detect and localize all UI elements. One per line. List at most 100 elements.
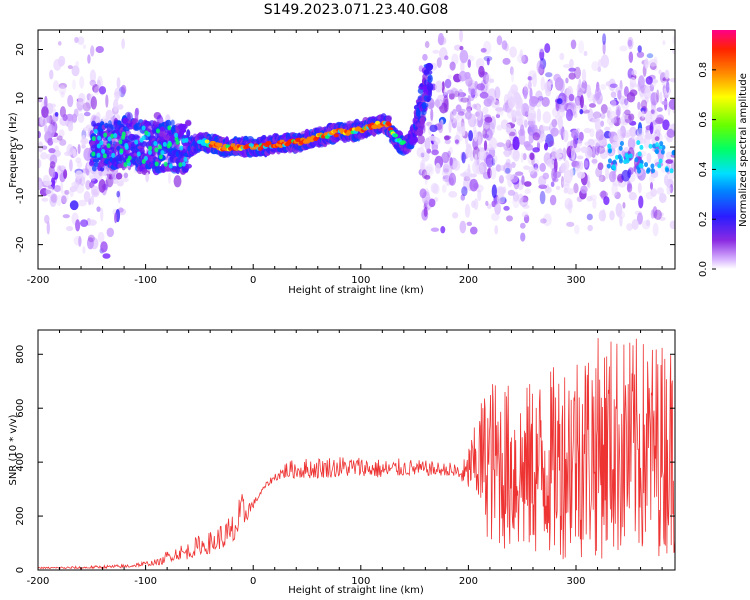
spectrogram-cell — [614, 191, 621, 200]
snr-x-tick-label: -200 — [27, 576, 50, 587]
spectrogram-cell — [618, 158, 623, 164]
spectrogram-cell — [123, 172, 129, 179]
spectrogram-cell — [523, 181, 532, 187]
spectrogram-cell — [602, 33, 607, 45]
spectrogram-cell — [669, 220, 675, 230]
spectrogram-cell — [656, 107, 663, 112]
spectrogram-cell — [581, 68, 587, 83]
spectrogram-cell — [428, 198, 436, 208]
spectrogram-cell — [612, 159, 617, 165]
snr-y-tick-label: 400 — [15, 453, 26, 472]
spectrogram-cell — [63, 168, 68, 179]
spectrogram-cell — [39, 114, 48, 128]
spectrogram-cell — [660, 149, 665, 155]
spectrogram-cell — [499, 107, 504, 116]
spectrogram-cell — [116, 190, 121, 198]
spectrogram-cell — [83, 191, 91, 203]
spectrogram-cell — [167, 172, 172, 185]
spectrogram-cell — [102, 153, 107, 159]
spectrogram-cell — [568, 93, 575, 102]
spectrogram-cell — [502, 57, 511, 65]
spectrogram-cell — [134, 139, 139, 145]
spectrogram-cell — [583, 50, 588, 57]
spectrogram-cell — [60, 181, 64, 194]
spectrogram-cell — [56, 194, 62, 207]
spectrogram-cell — [116, 180, 124, 187]
spectrogram-cell — [631, 219, 639, 230]
spectrogram-cell — [58, 41, 62, 46]
spectrogram-cell — [666, 128, 675, 138]
spectrogram-cell — [449, 111, 454, 123]
spectrogram-cell — [54, 111, 59, 117]
spectrogram-cell — [662, 40, 666, 46]
spectrogram-cell — [452, 108, 457, 116]
spectrogram-cell — [474, 153, 478, 168]
spectrogram-cell — [612, 180, 622, 187]
spectrogram-cell — [542, 111, 551, 124]
spectrogram-x-tick-label: 0 — [250, 275, 256, 286]
spectrogram-cell — [47, 124, 56, 138]
spectrogram-cell — [101, 148, 106, 154]
spectrogram-cell — [56, 164, 62, 176]
snr-x-tick-label: 0 — [250, 576, 256, 587]
spectrogram-cell — [477, 135, 482, 150]
spectrogram-cell — [571, 160, 580, 168]
spectrogram-cell — [173, 175, 182, 188]
spectrogram-cell — [49, 103, 57, 108]
spectrogram-cell — [664, 69, 670, 80]
spectrogram-cell — [627, 39, 633, 47]
spectrogram-cell — [76, 161, 83, 168]
spectrogram-marks — [38, 30, 675, 259]
spectrogram-cell — [460, 97, 469, 103]
spectrogram-cell — [44, 124, 48, 134]
spectrogram-cell — [186, 129, 191, 138]
spectrogram-cell — [609, 83, 618, 89]
spectrogram-cell — [641, 110, 645, 119]
spectrogram-cell — [153, 141, 158, 147]
spectrogram-cell — [77, 199, 87, 207]
spectrogram-cell — [562, 64, 572, 69]
spectrogram-cell — [588, 103, 596, 108]
spectrogram-x-tick-label: 300 — [566, 275, 585, 286]
spectrogram-cell — [421, 109, 427, 116]
spectrogram-cell — [657, 163, 662, 169]
spectrogram-cell — [569, 168, 574, 178]
spectrogram-cell — [508, 131, 516, 137]
spectrogram-cell — [466, 221, 473, 227]
spectrogram-cell — [653, 209, 662, 221]
spectrogram-cell — [627, 36, 634, 50]
spectrogram-cell — [645, 85, 651, 94]
spectrogram-cell — [183, 156, 188, 162]
spectrogram-ridge-cell — [333, 133, 339, 138]
spectrogram-cell — [606, 163, 611, 169]
spectrogram-cell — [619, 141, 624, 147]
spectrogram-cell — [504, 138, 510, 149]
spectrogram-cell — [61, 190, 69, 204]
spectrogram-cell — [494, 225, 499, 235]
spectrogram-cell — [563, 129, 569, 143]
spectrogram-cell — [521, 211, 529, 218]
spectrogram-cell — [627, 137, 636, 150]
spectrogram-cell — [479, 91, 489, 99]
spectrogram-cell — [434, 80, 443, 93]
spectrogram-cell — [598, 139, 607, 146]
spectrogram-cell — [121, 38, 126, 50]
spectrogram-cell — [613, 135, 619, 142]
spectrogram-cell — [497, 195, 501, 208]
spectrogram-cell — [624, 118, 633, 124]
spectrogram-cell — [636, 51, 645, 58]
spectrogram-cell — [64, 151, 72, 157]
spectrogram-cell — [424, 137, 431, 151]
snr-frame — [37, 329, 676, 571]
spectrogram-cell — [53, 185, 62, 193]
spectrogram-cell — [659, 212, 664, 217]
spectrogram-cell — [461, 151, 466, 164]
spectrogram-cell — [471, 200, 476, 209]
spectrogram-cell — [58, 165, 66, 172]
spectrogram-cell — [574, 224, 580, 235]
spectrogram-cell — [163, 161, 168, 167]
spectrogram-cell — [617, 129, 622, 136]
spectrogram-cell — [134, 107, 139, 121]
spectrogram-cell — [652, 222, 659, 237]
